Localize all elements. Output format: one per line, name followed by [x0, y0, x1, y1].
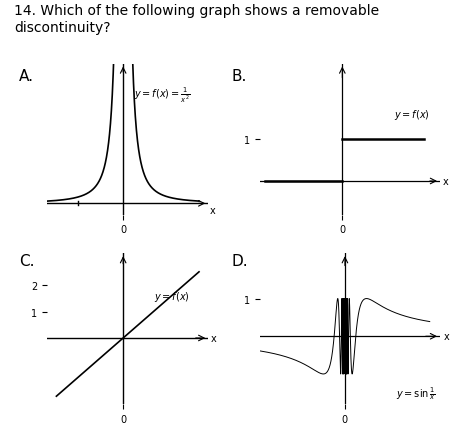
Text: x: x — [443, 332, 449, 341]
Text: D.: D. — [232, 254, 248, 269]
Text: x: x — [211, 333, 217, 343]
Text: A.: A. — [19, 69, 34, 84]
Text: x: x — [210, 206, 215, 216]
Text: $y=f(x)$: $y=f(x)$ — [394, 108, 429, 122]
Text: $y=\sin\frac{1}{x}$: $y=\sin\frac{1}{x}$ — [396, 384, 436, 401]
Text: 14. Which of the following graph shows a removable
discontinuity?: 14. Which of the following graph shows a… — [14, 4, 379, 34]
Text: B.: B. — [232, 69, 247, 84]
Text: $y=f(x)=\frac{1}{x^2}$: $y=f(x)=\frac{1}{x^2}$ — [134, 86, 190, 105]
Text: $y=f(x)$: $y=f(x)$ — [154, 289, 189, 303]
Text: C.: C. — [19, 254, 35, 269]
Text: x: x — [442, 177, 448, 187]
